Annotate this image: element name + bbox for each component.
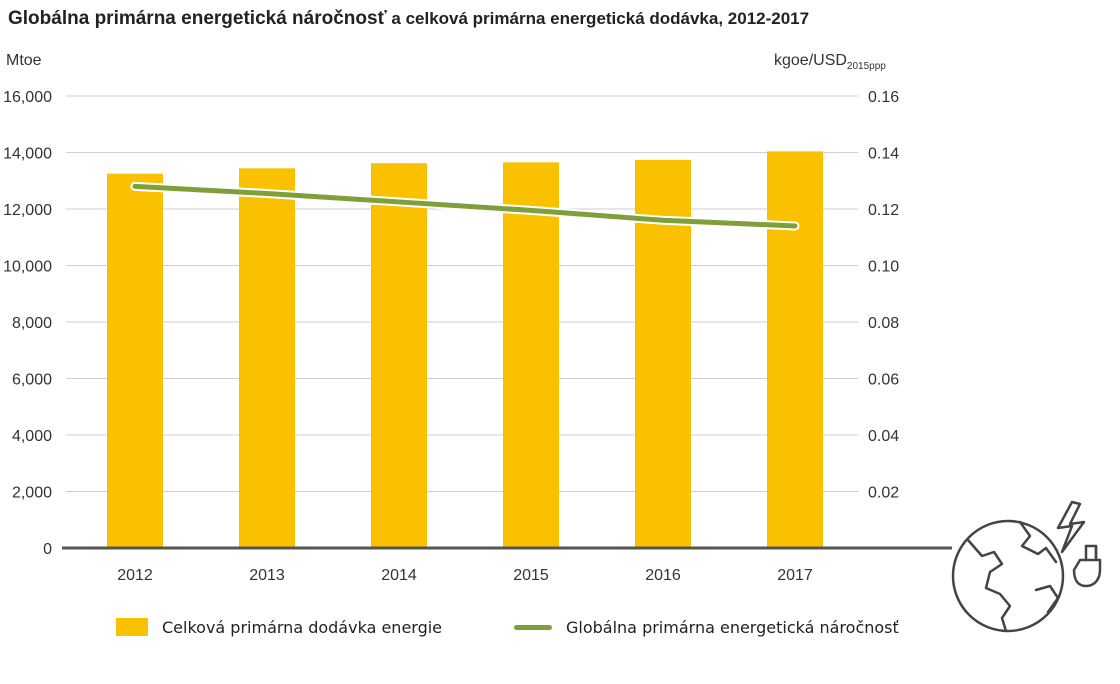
right-axis-unit-main: kgoe/USD (774, 52, 847, 69)
bar-2014 (371, 163, 427, 549)
left-tick-label: 4,000 (12, 428, 52, 445)
legend-label-bars: Celková primárna dodávka energie (162, 617, 443, 637)
x-tick-label: 2015 (513, 567, 549, 584)
legend-item-bars: Celková primárna dodávka energie (116, 614, 442, 640)
right-axis-unit: kgoe/USD2015ppp (774, 52, 886, 72)
left-tick-label: 8,000 (12, 315, 52, 332)
left-axis-unit: Mtoe (6, 52, 42, 69)
intensity-point-2016 (662, 219, 664, 221)
intensity-point-2017 (794, 225, 796, 227)
right-tick-label: 0.10 (868, 259, 899, 276)
intensity-line (132, 183, 798, 229)
x-tick-label: 2017 (777, 567, 813, 584)
intensity-point-2013 (266, 192, 268, 194)
legend-swatch-line (514, 624, 552, 630)
left-tick-label: 16,000 (3, 89, 52, 106)
chart-title-rest: a celková primárna energetická dodávka, … (386, 9, 810, 28)
intensity-point-2012 (134, 185, 136, 187)
x-tick-label: 2014 (381, 567, 417, 584)
x-tick-label: 2013 (249, 567, 285, 584)
legend-swatch-bars (116, 618, 148, 636)
intensity-point-2015 (530, 209, 532, 211)
right-tick-label: 0.02 (868, 485, 899, 502)
bar-2013 (239, 168, 295, 548)
bar-2012 (107, 173, 163, 548)
x-tick-label: 2012 (117, 567, 153, 584)
left-tick-label: 0 (43, 541, 52, 558)
right-tick-label: 0.04 (868, 428, 899, 445)
left-tick-label: 14,000 (3, 146, 52, 163)
bar-2015 (503, 162, 559, 548)
right-axis-unit-sub: 2015ppp (846, 61, 886, 73)
right-tick-label: 0.08 (868, 315, 899, 332)
globe-energy-icon (951, 500, 1102, 633)
right-tick-label: 0.12 (868, 202, 899, 219)
right-tick-label: 0.06 (868, 372, 899, 389)
bar-2017 (767, 151, 823, 548)
right-tick-label: 0.14 (868, 146, 899, 163)
chart-title: Globálna primárna energetická náročnosť … (8, 8, 809, 30)
chart-title-main: Globálna primárna energetická náročnosť (8, 8, 387, 29)
left-tick-label: 6,000 (12, 372, 52, 389)
left-tick-label: 10,000 (3, 259, 52, 276)
legend-label-line: Globálna primárna energetická náročnosť (566, 617, 899, 637)
right-tick-label: 0.16 (868, 89, 899, 106)
x-tick-label: 2016 (645, 567, 681, 584)
left-tick-label: 2,000 (12, 485, 52, 502)
left-tick-label: 12,000 (3, 202, 52, 219)
intensity-point-2014 (398, 201, 400, 203)
legend-item-line: Globálna primárna energetická náročnosť (514, 614, 899, 640)
